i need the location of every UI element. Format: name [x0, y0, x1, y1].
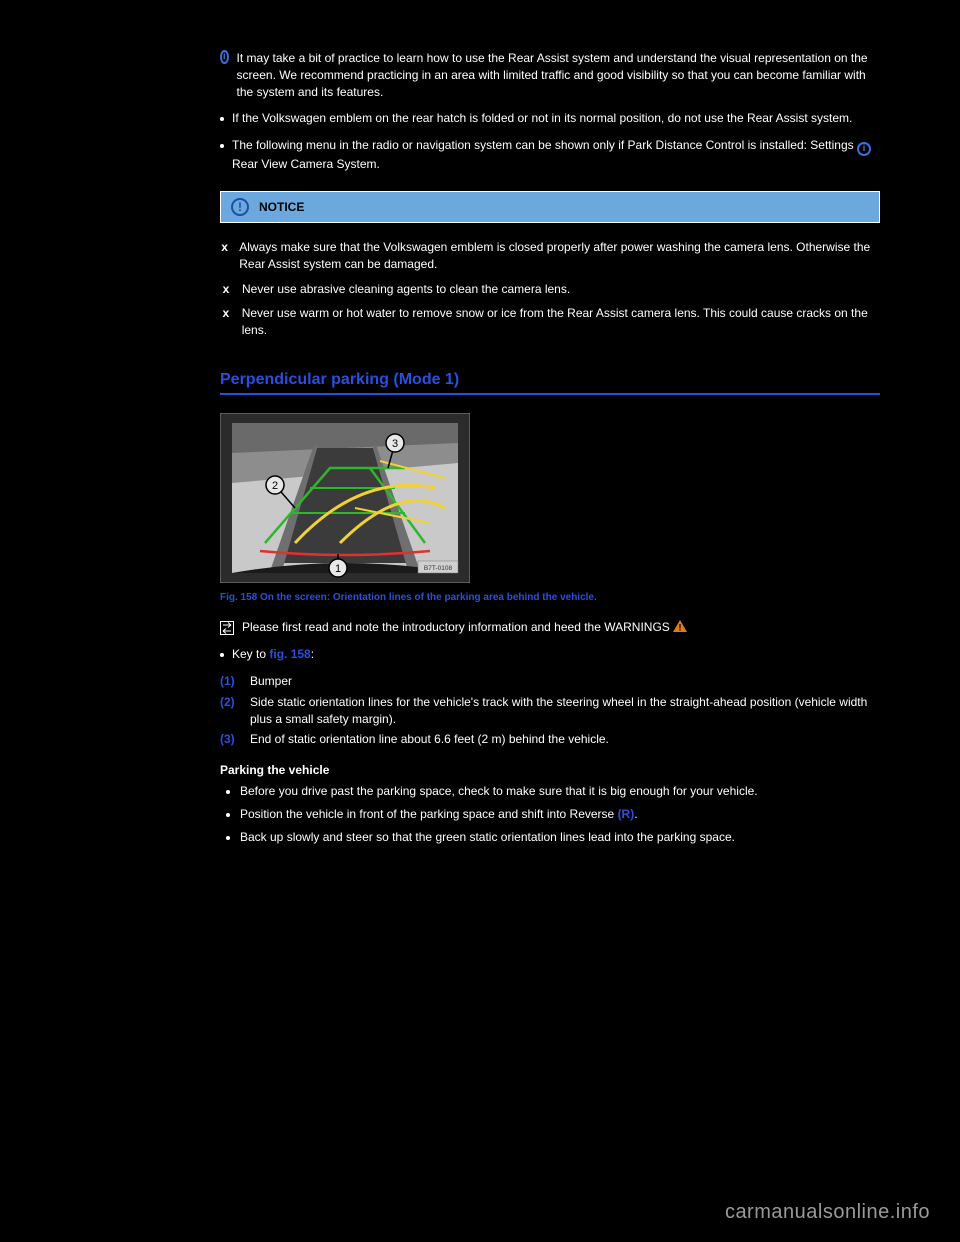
notice-marker: x: [220, 305, 232, 339]
gear-ref: (R): [618, 807, 635, 821]
manual-page: i It may take a bit of practice to learn…: [0, 0, 960, 1242]
notice-body: x Always make sure that the Volkswagen e…: [220, 233, 880, 339]
intro-paragraph: It may take a bit of practice to learn h…: [237, 50, 880, 100]
key-text: Side static orientation lines for the ve…: [250, 694, 880, 728]
key-row: (3) End of static orientation line about…: [220, 731, 880, 748]
notice-text: Never use warm or hot water to remove sn…: [242, 305, 880, 339]
notice-icon: !: [231, 198, 249, 216]
warning-icon: !: [673, 620, 687, 632]
key-number: (2): [220, 694, 242, 728]
subheading: Parking the vehicle: [220, 762, 880, 779]
tip-row: i It may take a bit of practice to learn…: [220, 50, 880, 100]
square-arrow-icon: [220, 621, 234, 635]
bullet-icon: [220, 144, 224, 148]
key-row: (2) Side static orientation lines for th…: [220, 694, 880, 728]
notice-label: NOTICE: [259, 199, 304, 216]
notice-item: x Never use warm or hot water to remove …: [220, 305, 880, 339]
figure-caption: Fig. 158 On the screen: Orientation line…: [220, 591, 880, 605]
tip-text: If the Volkswagen emblem on the rear hat…: [232, 110, 852, 127]
key-heading-row: Key to fig. 158:: [220, 646, 880, 663]
key-number: (3): [220, 731, 242, 748]
notice-text: Always make sure that the Volkswagen emb…: [239, 239, 880, 273]
notice-item: x Always make sure that the Volkswagen e…: [220, 239, 880, 273]
key-row: (1) Bumper: [220, 673, 880, 690]
step-item: Position the vehicle in front of the par…: [240, 806, 880, 823]
notice-panel: ! NOTICE: [220, 191, 880, 223]
key-text: End of static orientation line about 6.6…: [250, 731, 609, 748]
svg-text:3: 3: [392, 438, 398, 450]
bullet-icon: [220, 117, 224, 121]
key-list: (1) Bumper (2) Side static orientation l…: [220, 673, 880, 748]
figure: 1 2 3 B7T-0108: [220, 413, 470, 583]
section-title: Perpendicular parking (Mode 1): [220, 369, 880, 395]
steps-list: Before you drive past the parking space,…: [220, 783, 880, 845]
step-item: Before you drive past the parking space,…: [240, 783, 880, 800]
tip-text: The following menu in the radio or navig…: [232, 137, 880, 173]
step-item: Back up slowly and steer so that the gre…: [240, 829, 880, 846]
info-icon: i: [857, 142, 871, 156]
notice-header: ! NOTICE: [221, 192, 879, 222]
svg-text:B7T-0108: B7T-0108: [424, 565, 453, 572]
fig-ref-link[interactable]: fig. 158: [269, 647, 310, 661]
notice-marker: x: [220, 239, 229, 273]
svg-text:!: !: [679, 623, 682, 633]
tip-row: If the Volkswagen emblem on the rear hat…: [220, 110, 880, 127]
key-text: Bumper: [250, 673, 292, 690]
key-number: (1): [220, 673, 242, 690]
info-icon: i: [220, 50, 229, 64]
svg-text:1: 1: [335, 563, 341, 575]
key-heading: Key to fig. 158:: [232, 646, 314, 663]
notice-marker: x: [220, 281, 232, 298]
notice-text: Never use abrasive cleaning agents to cl…: [242, 281, 570, 298]
bullet-icon: [220, 653, 224, 657]
notice-item: x Never use abrasive cleaning agents to …: [220, 281, 880, 298]
read-first-row: Please first read and note the introduct…: [220, 619, 880, 636]
svg-text:2: 2: [272, 480, 278, 492]
watermark: carmanualsonline.info: [725, 1198, 930, 1226]
read-first-text: Please first read and note the introduct…: [242, 619, 687, 636]
tip-row: The following menu in the radio or navig…: [220, 137, 880, 173]
